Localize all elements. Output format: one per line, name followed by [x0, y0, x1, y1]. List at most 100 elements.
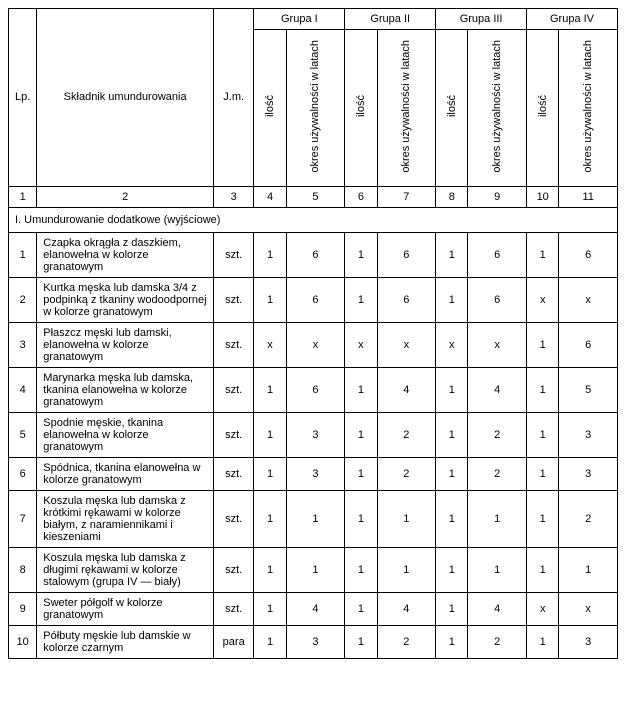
cell-name: Koszula męska lub damska z długimi rękaw… — [37, 547, 214, 592]
header-g1-ilosc: ilość — [254, 30, 286, 187]
table-row: 7Koszula męska lub damska z krótkimi ręk… — [9, 490, 618, 547]
cell-jm: szt. — [214, 232, 254, 277]
table-row: 8Koszula męska lub damska z długimi ręka… — [9, 547, 618, 592]
table-row: 2Kurtka męska lub damska 3/4 z podpinką … — [9, 277, 618, 322]
cell-name: Kurtka męska lub damska 3/4 z podpinką z… — [37, 277, 214, 322]
cell-okres: 1 — [559, 547, 618, 592]
colnum-9: 9 — [468, 186, 527, 207]
cell-ilosc: 1 — [436, 277, 468, 322]
cell-jm: szt. — [214, 367, 254, 412]
cell-ilosc: 1 — [345, 490, 377, 547]
cell-okres: 6 — [377, 277, 436, 322]
cell-ilosc: 1 — [527, 412, 559, 457]
header-group-4: Grupa IV — [527, 9, 618, 30]
cell-name: Marynarka męska lub damska, tkanina elan… — [37, 367, 214, 412]
cell-ilosc: 1 — [436, 412, 468, 457]
cell-okres: 1 — [286, 490, 345, 547]
cell-okres: 6 — [286, 367, 345, 412]
cell-okres: 4 — [286, 592, 345, 625]
cell-name: Spódnica, tkanina elanowełna w kolorze g… — [37, 457, 214, 490]
cell-ilosc: 1 — [345, 277, 377, 322]
cell-okres: 1 — [468, 490, 527, 547]
cell-name: Koszula męska lub damska z krótkimi ręka… — [37, 490, 214, 547]
cell-okres: 3 — [286, 412, 345, 457]
cell-ilosc: 1 — [436, 490, 468, 547]
cell-lp: 5 — [9, 412, 37, 457]
cell-ilosc: x — [345, 322, 377, 367]
cell-okres: 3 — [559, 625, 618, 658]
header-lp: Lp. — [9, 9, 37, 187]
cell-ilosc: 1 — [527, 625, 559, 658]
cell-ilosc: x — [527, 277, 559, 322]
cell-jm: szt. — [214, 412, 254, 457]
cell-ilosc: 1 — [527, 232, 559, 277]
cell-okres: 6 — [377, 232, 436, 277]
cell-okres: 4 — [468, 367, 527, 412]
cell-okres: x — [468, 322, 527, 367]
colnum-10: 10 — [527, 186, 559, 207]
cell-ilosc: 1 — [436, 625, 468, 658]
cell-okres: 2 — [468, 412, 527, 457]
cell-ilosc: 1 — [345, 592, 377, 625]
cell-ilosc: 1 — [254, 457, 286, 490]
table-row: 1 Czapka okrągła z daszkiem, elanowełna w… — [9, 232, 618, 277]
cell-ilosc: 1 — [345, 547, 377, 592]
cell-okres: 2 — [468, 625, 527, 658]
header-group-1: Grupa I — [254, 9, 345, 30]
cell-name: Spodnie męskie, tkanina elanowełna w kol… — [37, 412, 214, 457]
header-g2-okres: okres używalności w latach — [377, 30, 436, 187]
header-g3-okres: okres używalności w latach — [468, 30, 527, 187]
cell-name: Płaszcz męski lub damski, elanowełna w k… — [37, 322, 214, 367]
colnum-6: 6 — [345, 186, 377, 207]
colnum-5: 5 — [286, 186, 345, 207]
cell-okres: 4 — [377, 367, 436, 412]
cell-okres: 3 — [559, 412, 618, 457]
cell-okres: 1 — [377, 547, 436, 592]
cell-okres: 6 — [468, 232, 527, 277]
cell-ilosc: 1 — [527, 547, 559, 592]
cell-ilosc: 1 — [436, 367, 468, 412]
cell-ilosc: 1 — [254, 412, 286, 457]
cell-okres: 5 — [559, 367, 618, 412]
cell-ilosc: 1 — [345, 625, 377, 658]
cell-okres: 3 — [286, 625, 345, 658]
colnum-2: 2 — [37, 186, 214, 207]
cell-okres: 1 — [468, 547, 527, 592]
cell-okres: 2 — [559, 490, 618, 547]
cell-lp: 8 — [9, 547, 37, 592]
cell-ilosc: 1 — [254, 547, 286, 592]
cell-ilosc: 1 — [527, 457, 559, 490]
cell-ilosc: 1 — [254, 367, 286, 412]
header-g1-okres: okres używalności w latach — [286, 30, 345, 187]
cell-okres: x — [559, 277, 618, 322]
cell-name: Sweter półgolf w kolorze granatowym — [37, 592, 214, 625]
cell-okres: x — [286, 322, 345, 367]
cell-lp: 9 — [9, 592, 37, 625]
section-title: I. Umundurowanie dodatkowe (wyjściowe) — [9, 207, 618, 232]
cell-ilosc: 1 — [345, 457, 377, 490]
table-row: 10Półbuty męskie lub damskie w kolorze c… — [9, 625, 618, 658]
cell-okres: 3 — [559, 457, 618, 490]
cell-okres: 6 — [468, 277, 527, 322]
cell-okres: 6 — [559, 322, 618, 367]
colnum-4: 4 — [254, 186, 286, 207]
cell-lp: 4 — [9, 367, 37, 412]
cell-ilosc: 1 — [436, 592, 468, 625]
cell-ilosc: 1 — [345, 232, 377, 277]
cell-okres: 2 — [377, 625, 436, 658]
cell-ilosc: 1 — [527, 322, 559, 367]
cell-okres: 3 — [286, 457, 345, 490]
cell-okres: 2 — [377, 412, 436, 457]
cell-ilosc: 1 — [254, 592, 286, 625]
cell-ilosc: x — [527, 592, 559, 625]
cell-ilosc: 1 — [254, 625, 286, 658]
cell-okres: x — [377, 322, 436, 367]
cell-okres: 1 — [377, 490, 436, 547]
cell-okres: 2 — [468, 457, 527, 490]
cell-name: Czapka okrągła z daszkiem, elanowełna w … — [37, 232, 214, 277]
uniform-table: Lp. Składnik umundurowania J.m. Grupa I … — [8, 8, 618, 659]
cell-ilosc: 1 — [527, 490, 559, 547]
cell-okres: 6 — [286, 232, 345, 277]
header-skladnik: Składnik umundurowania — [37, 9, 214, 187]
table-row: 3Płaszcz męski lub damski, elanowełna w … — [9, 322, 618, 367]
